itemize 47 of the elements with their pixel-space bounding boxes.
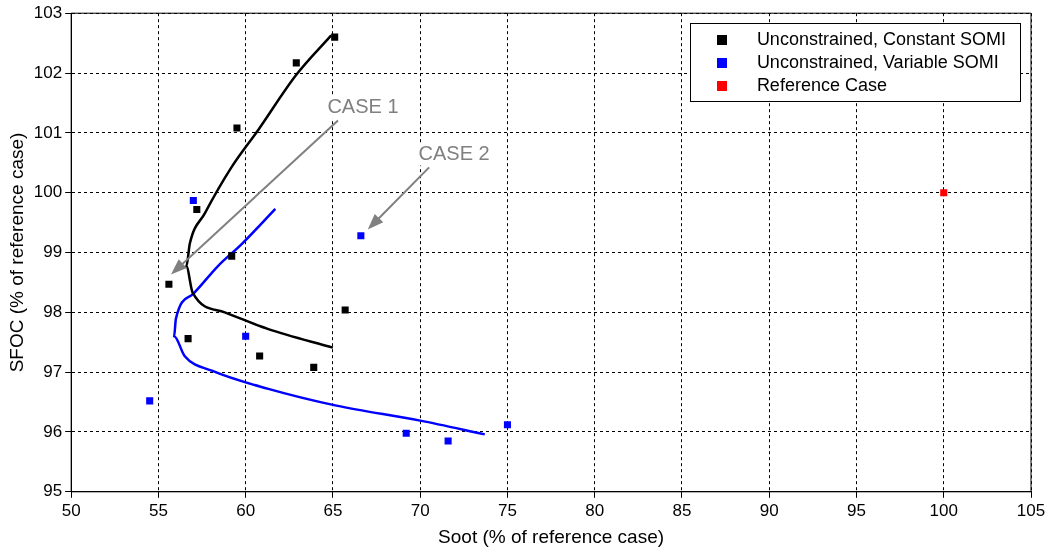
point bbox=[444, 437, 452, 445]
point bbox=[331, 33, 339, 41]
point bbox=[256, 352, 264, 360]
point bbox=[357, 232, 365, 240]
y-tick-label: 96 bbox=[43, 421, 63, 441]
x-tick-label: 85 bbox=[672, 500, 692, 520]
point bbox=[402, 429, 410, 437]
y-tick-label: 99 bbox=[43, 242, 63, 262]
x-tick-label: 55 bbox=[148, 500, 168, 520]
legend-label: Unconstrained, Variable SOMI bbox=[756, 51, 999, 75]
point bbox=[233, 124, 241, 132]
point bbox=[228, 252, 236, 260]
x-tick-label: 100 bbox=[929, 500, 958, 520]
point bbox=[940, 189, 948, 197]
annotation: CASE 1 bbox=[327, 95, 399, 117]
x-tick-label: 70 bbox=[410, 500, 430, 520]
x-tick-label: 75 bbox=[497, 500, 517, 520]
point bbox=[310, 363, 318, 371]
point bbox=[193, 205, 201, 213]
annotation: CASE 2 bbox=[418, 141, 490, 164]
x-tick-label: 95 bbox=[847, 500, 866, 520]
legend-label: Unconstrained, Constant SOMI bbox=[756, 28, 1006, 52]
y-tick-label: 103 bbox=[33, 2, 63, 22]
legend-label: Reference Case bbox=[756, 74, 887, 98]
x-axis-title: Soot (% of reference case) bbox=[438, 525, 665, 547]
x-tick-label: 80 bbox=[585, 500, 605, 520]
y-tick-label: 102 bbox=[33, 62, 63, 82]
y-tick-label: 97 bbox=[43, 361, 63, 381]
x-tick-label: 90 bbox=[759, 500, 779, 520]
point bbox=[189, 196, 197, 204]
x-tick-label: 60 bbox=[236, 500, 256, 520]
point bbox=[165, 280, 173, 288]
line-series bbox=[172, 207, 487, 436]
x-tick-label: 65 bbox=[323, 500, 343, 520]
point bbox=[146, 397, 154, 405]
point bbox=[184, 335, 192, 343]
point bbox=[242, 332, 250, 340]
y-tick-label: 100 bbox=[33, 182, 63, 202]
point bbox=[292, 59, 300, 67]
y-tick-label: 101 bbox=[33, 122, 63, 142]
point bbox=[341, 306, 349, 314]
y-tick-label: 98 bbox=[43, 302, 63, 322]
x-tick-label: 105 bbox=[1016, 500, 1046, 520]
point bbox=[503, 421, 511, 429]
y-tick-label: 95 bbox=[43, 481, 63, 501]
x-tick-label: 50 bbox=[61, 500, 81, 520]
y-axis-title: SFOC (% of reference case) bbox=[5, 132, 27, 373]
